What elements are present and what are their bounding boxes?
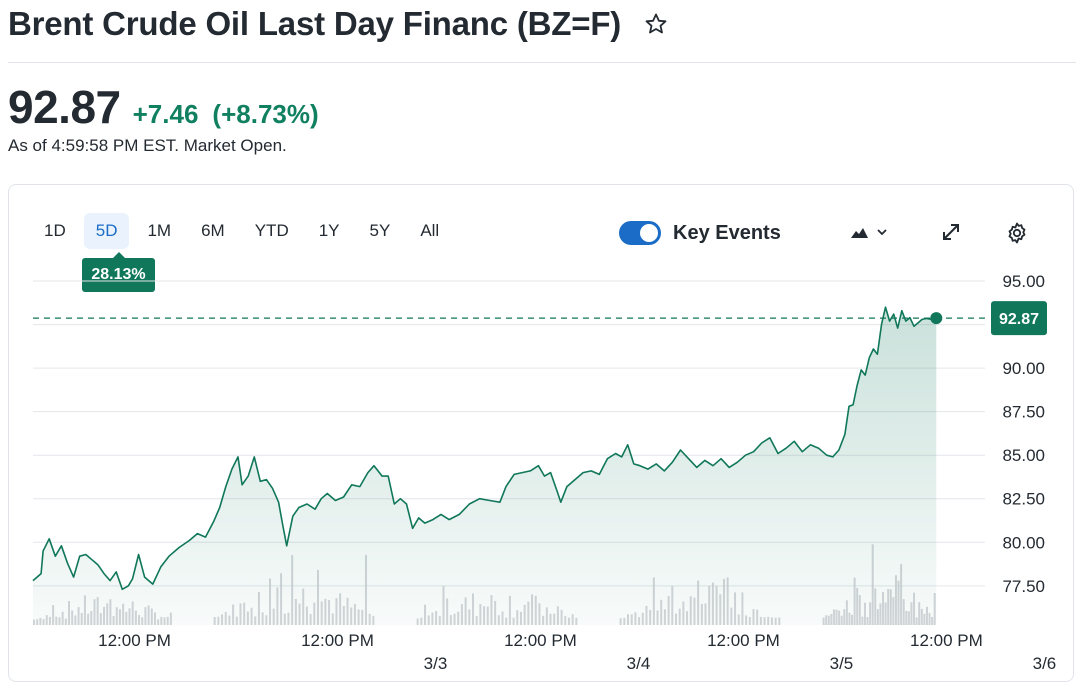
gear-icon[interactable]	[1005, 221, 1029, 245]
market-status: As of 4:59:58 PM EST. Market Open.	[8, 136, 287, 155]
range-1m[interactable]: 1M	[147, 221, 172, 240]
range-5d[interactable]: 5D	[83, 213, 130, 249]
range-change-badge: 28.13%	[82, 252, 155, 292]
chart-card	[8, 184, 1074, 682]
chart-type-button[interactable]	[848, 222, 896, 244]
quote-row: 92.87 +7.46 (+8.73%)	[8, 80, 319, 134]
key-events-toggle[interactable]	[619, 221, 661, 245]
x-tick-time: 12:00 PM	[707, 631, 780, 650]
x-tick-time: 12:00 PM	[301, 631, 374, 650]
price-area-fill	[33, 307, 937, 625]
range-all[interactable]: All	[420, 221, 440, 240]
toggle-knob	[640, 224, 658, 242]
x-axis: 12:00 PM 12:00 PM 3/3 12:00 PM 3/4 12:00 PM 3/…	[98, 631, 1056, 673]
header-divider	[8, 62, 1076, 63]
key-events-label: Key Events	[673, 222, 781, 244]
y-tick-label: 82.50	[1002, 490, 1045, 509]
price-line	[32, 306, 937, 591]
y-tick-label: 87.50	[1002, 403, 1045, 422]
x-tick-date: 3/4	[627, 654, 651, 673]
x-tick-time: 12:00 PM	[910, 631, 983, 650]
range-1d[interactable]: 1D	[44, 221, 66, 240]
star-outline-icon[interactable]	[643, 11, 669, 37]
range-selector: 1D 5D 1M 6M YTD 1Y 5Y All	[32, 213, 457, 249]
page-title: Brent Crude Oil Last Day Financ (BZ=F)	[8, 5, 622, 42]
range-5y[interactable]: 5Y	[369, 221, 391, 240]
last-price-label-bg	[991, 301, 1047, 336]
y-tick-label: 77.50	[1002, 577, 1045, 596]
price-change: +7.46	[132, 99, 199, 129]
price-change-percent: (+8.73%)	[212, 99, 319, 129]
last-price-marker: 92.87	[33, 301, 1047, 336]
range-ytd[interactable]: YTD	[254, 221, 289, 240]
x-tick-date: 3/3	[424, 654, 448, 673]
mountain-chart-icon	[851, 228, 887, 238]
last-price-label: 92.87	[999, 311, 1039, 328]
y-tick-label: 90.00	[1002, 359, 1045, 378]
title-row: Brent Crude Oil Last Day Financ (BZ=F)	[8, 2, 669, 46]
y-tick-label: 85.00	[1002, 446, 1045, 465]
current-price: 92.87	[8, 81, 121, 133]
expand-icon[interactable]	[940, 221, 962, 243]
range-1y[interactable]: 1Y	[318, 221, 340, 240]
y-tick-label: 80.00	[1002, 533, 1045, 552]
x-tick-date: 3/5	[830, 654, 854, 673]
x-tick-time: 12:00 PM	[504, 631, 577, 650]
x-tick-date: 3/6	[1033, 654, 1057, 673]
price-area	[32, 306, 937, 625]
range-6m[interactable]: 6M	[201, 221, 225, 240]
last-point	[930, 312, 943, 325]
x-tick-time: 12:00 PM	[98, 631, 171, 650]
y-tick-label: 95.00	[1002, 272, 1045, 291]
